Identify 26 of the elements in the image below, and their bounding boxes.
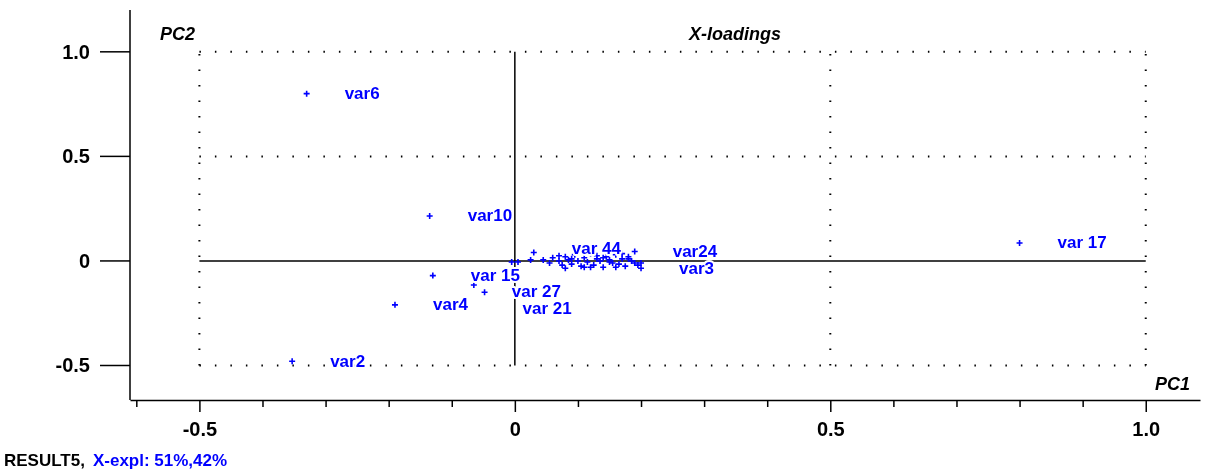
annotation: var10 xyxy=(467,206,513,226)
x-axis-title: PC1 xyxy=(1154,374,1190,394)
point xyxy=(558,261,566,269)
point xyxy=(514,258,522,266)
text: X-loadings xyxy=(687,24,782,44)
y-tick-label: -0.5 xyxy=(55,354,90,377)
annotation: var 17 xyxy=(1057,233,1107,253)
y-tick-label: 0 xyxy=(78,249,90,272)
y-tick-label: 1.0 xyxy=(62,40,90,63)
annotation: var 21 xyxy=(522,298,572,318)
point xyxy=(391,301,399,309)
x-tick-label: -0.5 xyxy=(182,418,218,440)
x-tick-label: 0 xyxy=(509,418,521,440)
point xyxy=(555,251,563,260)
point xyxy=(580,254,589,262)
x-tick-label: 1.0 xyxy=(1132,418,1161,440)
text: X-expl: 51%,42% xyxy=(92,451,228,470)
text: RESULT5, xyxy=(4,451,85,470)
y-tick-label: 0.5 xyxy=(62,145,90,168)
annotation: var2 xyxy=(330,351,366,371)
annotation: var4 xyxy=(432,295,469,315)
annotation: var6 xyxy=(344,84,380,104)
x-tick-label: 0.5 xyxy=(816,418,845,440)
y-axis-title: PC2 xyxy=(160,24,196,44)
annotation: var 44 xyxy=(571,238,622,258)
point xyxy=(470,281,478,289)
